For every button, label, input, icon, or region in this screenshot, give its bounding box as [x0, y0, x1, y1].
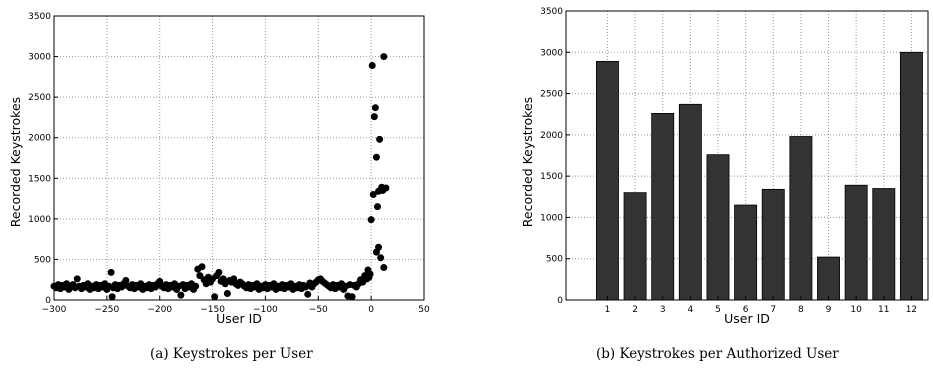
x-tick-label: 3: [660, 305, 666, 315]
y-tick-label: 3500: [28, 12, 51, 22]
bar: [734, 204, 758, 301]
bar: [817, 256, 840, 301]
x-tick-label: −300: [42, 305, 67, 315]
scatter-point: [368, 61, 376, 69]
x-ticks: −300 −250 −200 −150 −100 −50 0 50: [42, 296, 430, 315]
scatter-point: [375, 243, 383, 251]
bars: [595, 51, 923, 301]
y-tick-label: 3500: [540, 7, 563, 17]
scatter-point: [371, 104, 379, 112]
x-tick-label: 5: [715, 305, 721, 315]
scatter-point: [348, 293, 356, 301]
y-tick-label: 3000: [540, 48, 563, 58]
y-ticks: 0 500 1000 1500 2000 2500 3000 3500: [540, 7, 570, 306]
y-tick-label: 2000: [540, 131, 563, 141]
x-ticks: 1 2 3 4 5 6 7 8 9 10 11 12: [605, 296, 917, 315]
x-tick-label: −150: [200, 305, 225, 315]
y-tick-label: 500: [34, 255, 51, 265]
x-tick-label: 7: [770, 305, 776, 315]
x-tick-label: 9: [826, 305, 832, 315]
y-tick-label: 500: [546, 255, 563, 265]
scatter-point: [122, 277, 130, 285]
plot-frame: [53, 15, 425, 301]
scatter-point: [107, 268, 115, 276]
scatter-point: [367, 216, 375, 224]
x-tick-label: 8: [798, 305, 804, 315]
scatter-points: [50, 53, 390, 301]
scatter-point: [73, 275, 81, 283]
scatter-point: [223, 290, 231, 298]
y-tick-label: 1000: [28, 215, 51, 225]
x-axis-title: User ID: [216, 311, 262, 325]
x-tick-label: 6: [743, 305, 749, 315]
bar: [899, 51, 923, 301]
bar: [844, 184, 868, 301]
x-tick-label: 1: [605, 305, 611, 315]
y-tick-label: 0: [45, 296, 51, 306]
x-tick-label: −50: [309, 305, 328, 315]
y-tick-label: 2000: [28, 134, 51, 144]
y-tick-label: 0: [557, 296, 563, 306]
scatter-point: [372, 153, 380, 161]
y-ticks: 0 500 1000 1500 2000 2500 3000 3500: [28, 12, 58, 306]
scatter-point: [215, 268, 223, 276]
y-axis-title: Recorded Keystrokes: [8, 97, 23, 227]
x-tick-label: 12: [906, 305, 917, 315]
scatter-point: [370, 113, 378, 121]
scatter-point: [377, 254, 385, 262]
y-axis-label: Recorded Keystrokes: [8, 97, 23, 227]
scatter-point: [192, 282, 200, 290]
scatter-point: [108, 293, 116, 301]
scatter-point: [380, 264, 388, 272]
y-tick-label: 1000: [540, 213, 563, 223]
y-tick-label: 2500: [540, 90, 563, 100]
x-tick-label: 50: [418, 305, 430, 315]
scatter-point: [373, 203, 381, 211]
bar: [761, 188, 785, 301]
y-axis-title: Recorded Keystrokes: [520, 97, 535, 227]
x-tick-label: 4: [687, 305, 693, 315]
bar: [678, 103, 702, 301]
caption-a: (a) Keystrokes per User: [150, 346, 313, 362]
bar-chart-keystrokes-per-authorized-user: Recorded Keystrokes User ID 1 2 3 4 5 6 7 8 9 10 1…: [520, 7, 929, 325]
caption-b: (b) Keystrokes per Authorized User: [596, 346, 839, 362]
y-tick-label: 3000: [28, 53, 51, 63]
bar: [872, 188, 896, 301]
y-tick-label: 1500: [540, 172, 563, 182]
bar: [789, 136, 813, 301]
bar: [623, 192, 647, 301]
y-tick-label: 1500: [28, 174, 51, 184]
scatter-chart-keystrokes-per-user: Recorded Keystrokes User ID −300 −250 −200…: [8, 12, 430, 325]
x-tick-label: 2: [632, 305, 638, 315]
grid-lines: [53, 15, 425, 301]
y-axis-label: Recorded Keystrokes: [520, 97, 535, 227]
scatter-point: [369, 191, 377, 199]
x-axis-title: User ID: [724, 311, 770, 325]
y-tick-label: 2500: [28, 93, 51, 103]
scatter-point: [382, 184, 390, 192]
x-tick-label: −200: [147, 305, 172, 315]
x-tick-label: 11: [878, 305, 889, 315]
bar: [651, 112, 675, 301]
scatter-point: [380, 53, 388, 61]
x-tick-label: −250: [94, 305, 119, 315]
bar: [706, 154, 730, 301]
bar: [595, 60, 619, 301]
scatter-point: [304, 290, 312, 298]
scatter-point: [366, 270, 374, 278]
scatter-point: [198, 263, 206, 271]
scatter-point: [376, 135, 384, 143]
x-tick-label: 0: [368, 305, 374, 315]
scatter-point: [177, 291, 185, 299]
x-tick-label: 10: [850, 305, 862, 315]
plot-frame: [565, 10, 929, 301]
x-tick-label: −100: [253, 305, 278, 315]
